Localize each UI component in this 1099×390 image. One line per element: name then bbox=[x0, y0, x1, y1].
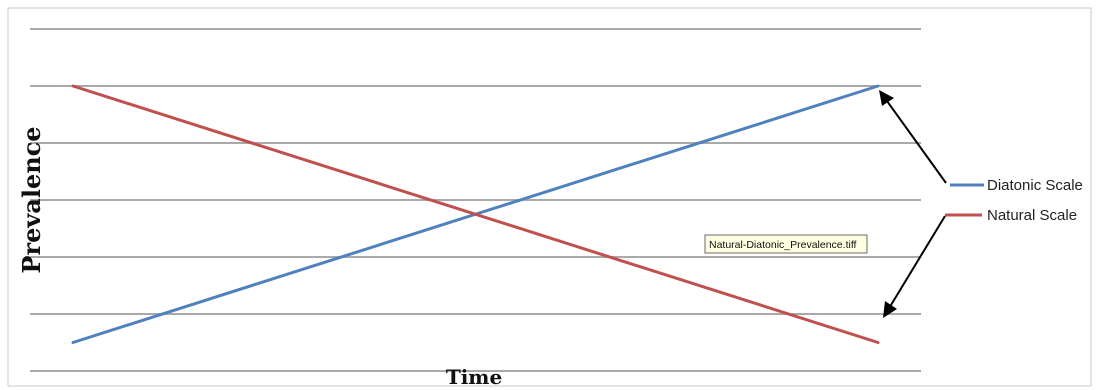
y-axis-label: Prevalence bbox=[17, 126, 46, 273]
arrow-to-natural-end bbox=[890, 215, 946, 306]
legend-label-natural: Natural Scale bbox=[987, 207, 1077, 224]
arrowhead-natural bbox=[883, 301, 897, 318]
arrowhead-diatonic bbox=[879, 90, 894, 106]
file-tooltip: Natural-Diatonic_Prevalence.tiff bbox=[704, 234, 868, 254]
legend-label-diatonic: Diatonic Scale bbox=[987, 177, 1083, 194]
x-axis-label: Time bbox=[446, 365, 502, 389]
series-line-1 bbox=[71, 84, 880, 344]
legend: Diatonic Scale Natural Scale bbox=[945, 177, 1083, 224]
tooltip-text: Natural-Diatonic_Prevalence.tiff bbox=[709, 239, 857, 251]
gridlines bbox=[30, 28, 921, 372]
tooltip-box bbox=[704, 234, 868, 254]
annotation-arrows bbox=[879, 90, 947, 318]
chart-frame bbox=[7, 7, 1092, 387]
arrow-to-diatonic-end bbox=[886, 100, 947, 184]
series-lines bbox=[71, 84, 880, 344]
